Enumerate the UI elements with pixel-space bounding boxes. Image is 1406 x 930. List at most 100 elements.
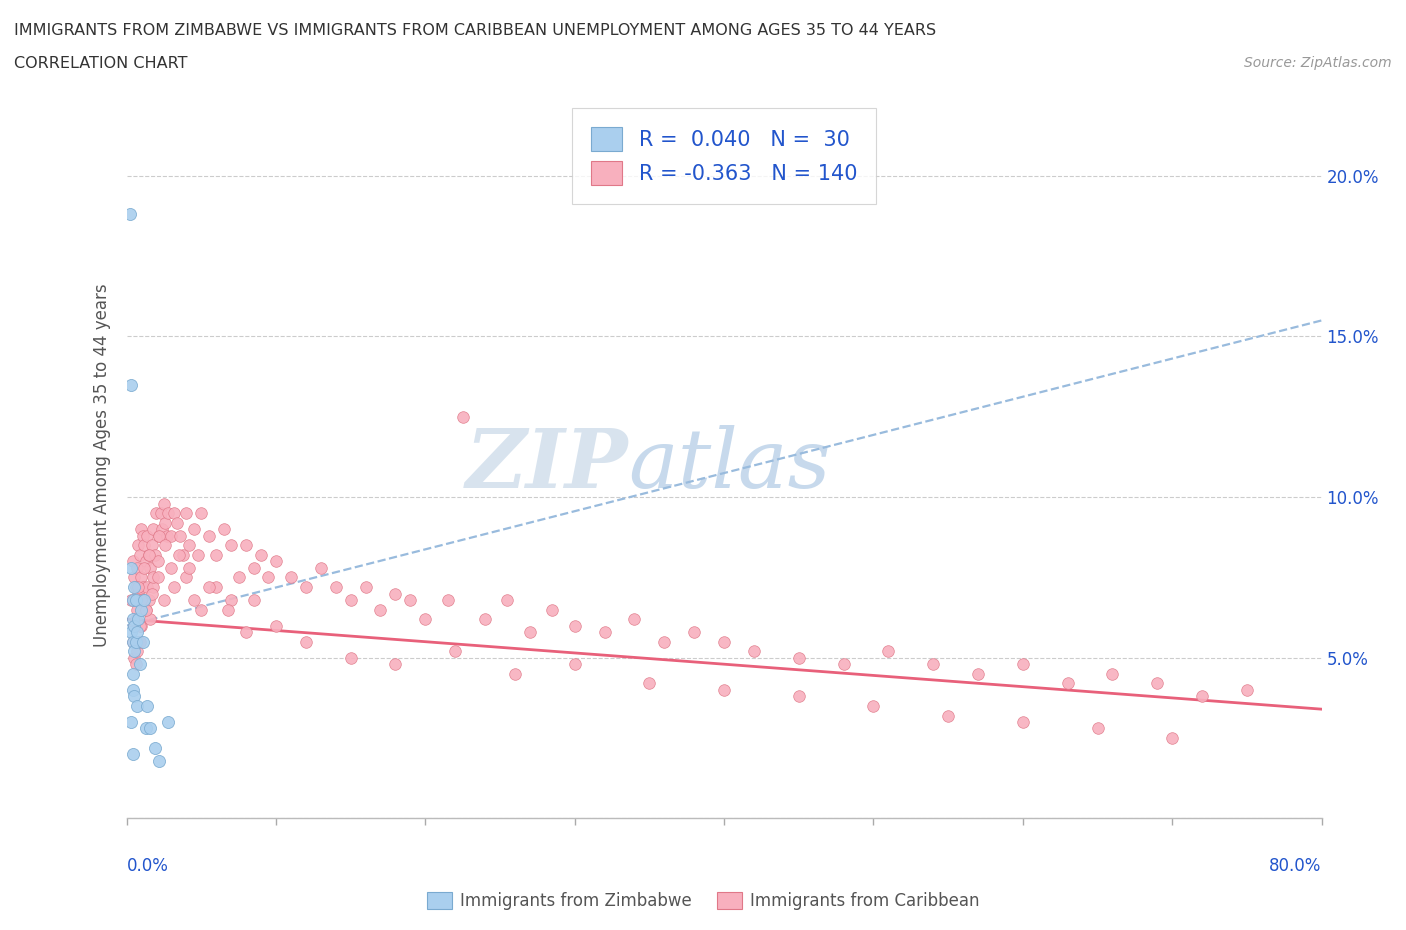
Point [593,625,616,640]
Point [121,747,143,762]
Point [149,506,172,521]
Point [122,570,145,585]
Point [264,618,287,633]
Point [124,592,146,607]
Point [121,667,143,682]
Point [121,634,143,649]
Point [1161,731,1184,746]
Point [122,650,145,665]
Point [862,698,884,713]
Point [124,657,146,671]
Point [541,602,564,617]
Point [118,207,141,222]
Point [134,592,156,607]
Point [139,721,162,736]
Point [183,522,205,537]
Point [129,657,152,671]
Point [190,602,212,617]
Point [142,579,165,594]
Point [172,548,194,563]
Point [787,650,810,665]
Point [131,602,153,617]
Point [146,570,169,585]
Point [183,592,205,607]
Point [683,625,706,640]
Point [713,634,735,649]
Point [160,528,183,543]
Point [174,506,197,521]
Point [187,548,209,563]
Point [787,689,810,704]
Point [415,612,437,627]
Point [713,683,735,698]
Point [131,618,153,633]
Point [134,592,156,607]
Point [444,644,467,658]
Point [132,634,155,649]
Point [135,554,157,569]
Point [280,570,302,585]
Legend: Immigrants from Zimbabwe, Immigrants from Caribbean: Immigrants from Zimbabwe, Immigrants fro… [420,885,986,917]
Point [219,592,242,607]
Point [139,612,162,627]
Text: IMMIGRANTS FROM ZIMBABWE VS IMMIGRANTS FROM CARIBBEAN UNEMPLOYMENT AMONG AGES 35: IMMIGRANTS FROM ZIMBABWE VS IMMIGRANTS F… [14,23,936,38]
Point [142,522,165,537]
Point [121,612,143,627]
Text: 80.0%: 80.0% [1270,857,1322,875]
Point [120,625,142,640]
Point [564,618,586,633]
Point [197,528,219,543]
Point [153,592,176,607]
Point [179,538,201,552]
Point [125,698,148,713]
Point [131,570,153,585]
Point [135,602,157,617]
Point [138,592,160,607]
Point [121,592,143,607]
Point [127,579,149,594]
Point [384,657,406,671]
Point [138,548,160,563]
Point [166,515,188,530]
Point [257,570,280,585]
Point [877,644,900,658]
Point [129,592,152,607]
Point [132,579,155,594]
Point [134,561,156,576]
Point [152,522,174,537]
Point [136,698,159,713]
Point [967,667,990,682]
Point [146,554,169,569]
Point [264,554,287,569]
Point [143,548,166,563]
Legend: R =  0.040   N =  30, R = -0.363   N = 140: R = 0.040 N = 30, R = -0.363 N = 140 [572,108,876,204]
Point [742,644,765,658]
Point [922,657,945,671]
Point [160,561,183,576]
Point [148,753,170,768]
Point [242,561,264,576]
Text: Source: ZipAtlas.com: Source: ZipAtlas.com [1244,56,1392,70]
Point [205,548,228,563]
Point [197,579,219,594]
Point [125,625,148,640]
Point [179,561,201,576]
Point [122,689,145,704]
Point [1011,714,1033,729]
Point [122,618,145,633]
Point [120,714,142,729]
Point [174,570,197,585]
Point [1101,667,1123,682]
Point [155,515,177,530]
Point [212,522,235,537]
Point [127,538,149,552]
Point [167,548,190,563]
Point [131,522,153,537]
Point [124,612,146,627]
Point [1056,676,1078,691]
Point [1011,657,1033,671]
Point [325,579,347,594]
Y-axis label: Unemployment Among Ages 35 to 44 years: Unemployment Among Ages 35 to 44 years [93,284,111,646]
Point [205,579,228,594]
Point [124,579,146,594]
